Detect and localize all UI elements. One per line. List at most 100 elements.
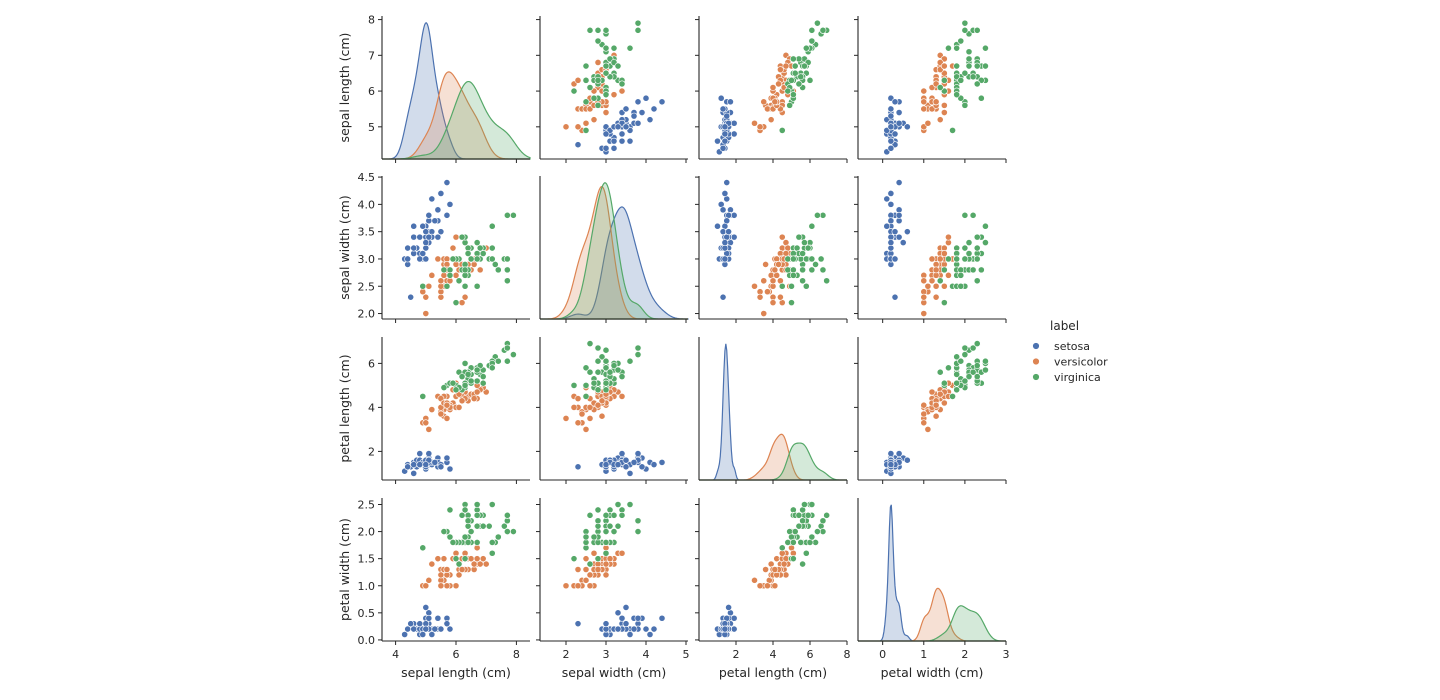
point-virginica-35 [602,26,610,34]
point-virginica-31 [634,351,642,358]
point-setosa-43 [622,123,630,131]
point-virginica-35 [973,26,981,34]
y-tick-label: 4.5 [358,171,376,184]
point-versicolor-47 [598,397,606,405]
point-versicolor-48 [425,576,433,584]
legend-label-versicolor: versicolor [1054,356,1108,369]
point-virginica-41 [479,379,487,387]
x-tick-label: 3 [1003,648,1010,661]
legend-label-setosa: setosa [1054,340,1090,353]
point-virginica-33 [594,555,602,563]
point-setosa-41 [719,293,727,301]
kde-virginica-sw [540,182,688,320]
point-virginica-9 [626,44,634,52]
x-tick-label: 8 [844,648,851,661]
point-versicolor-48 [425,282,433,290]
x-tick-label: 6 [807,648,814,661]
point-versicolor-43 [920,419,928,427]
point-setosa-22 [410,469,418,477]
x-axis-label: sepal length (cm) [401,665,511,680]
point-setosa-24 [416,450,424,457]
point-setosa-46 [425,211,433,219]
point-virginica-8 [582,62,590,70]
point-setosa-42 [404,463,412,471]
point-setosa-48 [431,458,439,466]
point-virginica-17 [634,344,642,352]
point-versicolor-36 [782,62,790,70]
point-setosa-31 [434,233,442,241]
point-versicolor-37 [574,566,582,573]
point-versicolor-49 [443,401,451,409]
point-versicolor-10 [920,310,928,317]
point-virginica-9 [808,501,816,508]
point-versicolor-41 [602,560,610,568]
point-setosa-46 [634,119,642,127]
point-virginica-47 [467,255,475,263]
point-setosa-47 [721,137,729,145]
point-versicolor-45 [928,255,936,263]
point-setosa-34 [419,250,427,257]
point-virginica-43 [973,362,981,369]
point-setosa-45 [721,130,729,138]
point-virginica-32 [799,517,806,525]
point-versicolor-49 [594,566,602,573]
point-virginica-8 [582,364,590,372]
point-virginica-29 [488,549,496,557]
point-versicolor-36 [940,250,948,257]
point-virginica-21 [594,101,602,109]
point-virginica-41 [789,55,797,63]
point-setosa-31 [618,614,626,622]
point-versicolor-11 [940,399,948,407]
point-setosa-38 [602,144,610,152]
x-tick-label: 4 [770,648,777,661]
point-virginica-44 [473,239,481,246]
point-versicolor-37 [777,293,784,301]
point-virginica-33 [461,555,469,563]
point-versicolor-42 [586,403,594,411]
point-virginica-33 [940,76,948,84]
point-virginica-44 [473,366,481,374]
point-versicolor-29 [586,414,594,422]
point-virginica-34 [936,84,944,91]
panel-pw-vs-sl: 4 6 8 0.0 0.5 1.0 1.5 2.0 2.5 sepal length (cm) pe… [337,498,530,680]
point-versicolor-35 [945,233,952,241]
point-setosa-33 [650,461,658,468]
point-virginica-29 [802,549,810,557]
point-setosa-36 [437,228,445,236]
point-setosa-36 [887,105,895,113]
point-virginica-22 [594,344,602,352]
point-virginica-43 [476,244,484,252]
point-virginica-44 [473,501,481,508]
point-versicolor-16 [440,555,448,563]
point-virginica-38 [784,87,792,95]
point-setosa-32 [646,631,654,638]
point-virginica-47 [467,528,475,535]
y-tick-label: 2.0 [358,526,376,539]
point-setosa-32 [646,116,654,124]
point-setosa-24 [618,130,626,138]
point-versicolor-14 [762,261,769,268]
kde-setosa-sw [540,206,689,320]
point-versicolor-29 [443,582,451,590]
point-virginica-33 [940,266,948,274]
point-virginica-48 [618,373,626,380]
x-tick-label: 6 [453,648,460,661]
point-setosa-18 [891,98,899,106]
point-versicolor-9 [590,116,598,124]
point-setosa-43 [422,228,430,236]
point-virginica-49 [449,539,457,546]
point-versicolor-29 [760,98,768,106]
point-setosa-47 [410,461,418,468]
point-versicolor-43 [422,419,430,427]
point-versicolor-49 [594,401,602,409]
point-versicolor-14 [932,412,940,420]
point-virginica-21 [961,101,969,109]
point-virginica-39 [965,373,973,380]
y-tick-label: 1.0 [358,580,376,593]
point-versicolor-40 [437,277,445,285]
point-virginica-22 [503,266,511,274]
point-versicolor-31 [578,410,586,418]
kde-virginica-sl [382,80,531,160]
point-virginica-18 [973,340,981,347]
point-virginica-44 [614,366,622,374]
